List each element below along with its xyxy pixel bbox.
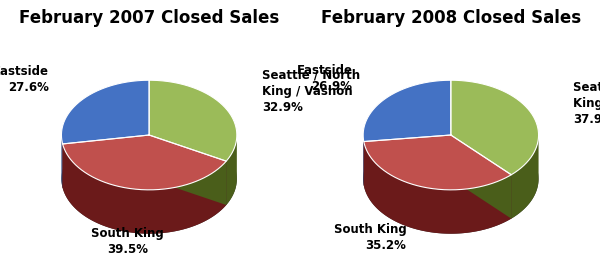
Polygon shape	[62, 144, 226, 234]
Polygon shape	[61, 124, 237, 234]
Polygon shape	[364, 135, 451, 185]
Polygon shape	[451, 135, 511, 219]
Polygon shape	[149, 80, 237, 161]
Polygon shape	[62, 135, 149, 188]
Polygon shape	[511, 135, 539, 219]
Polygon shape	[451, 80, 539, 175]
Polygon shape	[149, 135, 226, 205]
Text: Seattle / North
King / Vashon
32.9%: Seattle / North King / Vashon 32.9%	[262, 69, 360, 114]
Title: February 2008 Closed Sales: February 2008 Closed Sales	[321, 9, 581, 27]
Polygon shape	[363, 135, 364, 185]
Text: Eastside
27.6%: Eastside 27.6%	[0, 65, 49, 94]
Polygon shape	[61, 80, 149, 144]
Polygon shape	[62, 135, 226, 190]
Text: South King
35.2%: South King 35.2%	[334, 223, 406, 252]
Polygon shape	[363, 80, 451, 142]
Text: South King
39.5%: South King 39.5%	[91, 227, 164, 256]
Polygon shape	[451, 135, 511, 219]
Polygon shape	[62, 135, 149, 188]
Text: Eastside
26.9%: Eastside 26.9%	[296, 64, 352, 93]
Polygon shape	[363, 124, 539, 234]
Polygon shape	[364, 135, 451, 185]
Title: February 2007 Closed Sales: February 2007 Closed Sales	[19, 9, 279, 27]
Polygon shape	[149, 135, 226, 205]
Polygon shape	[61, 135, 62, 188]
Polygon shape	[364, 142, 511, 234]
Polygon shape	[226, 135, 237, 205]
Polygon shape	[364, 135, 511, 190]
Text: Seattle / North
King / Vashon
37.9%: Seattle / North King / Vashon 37.9%	[573, 81, 600, 126]
